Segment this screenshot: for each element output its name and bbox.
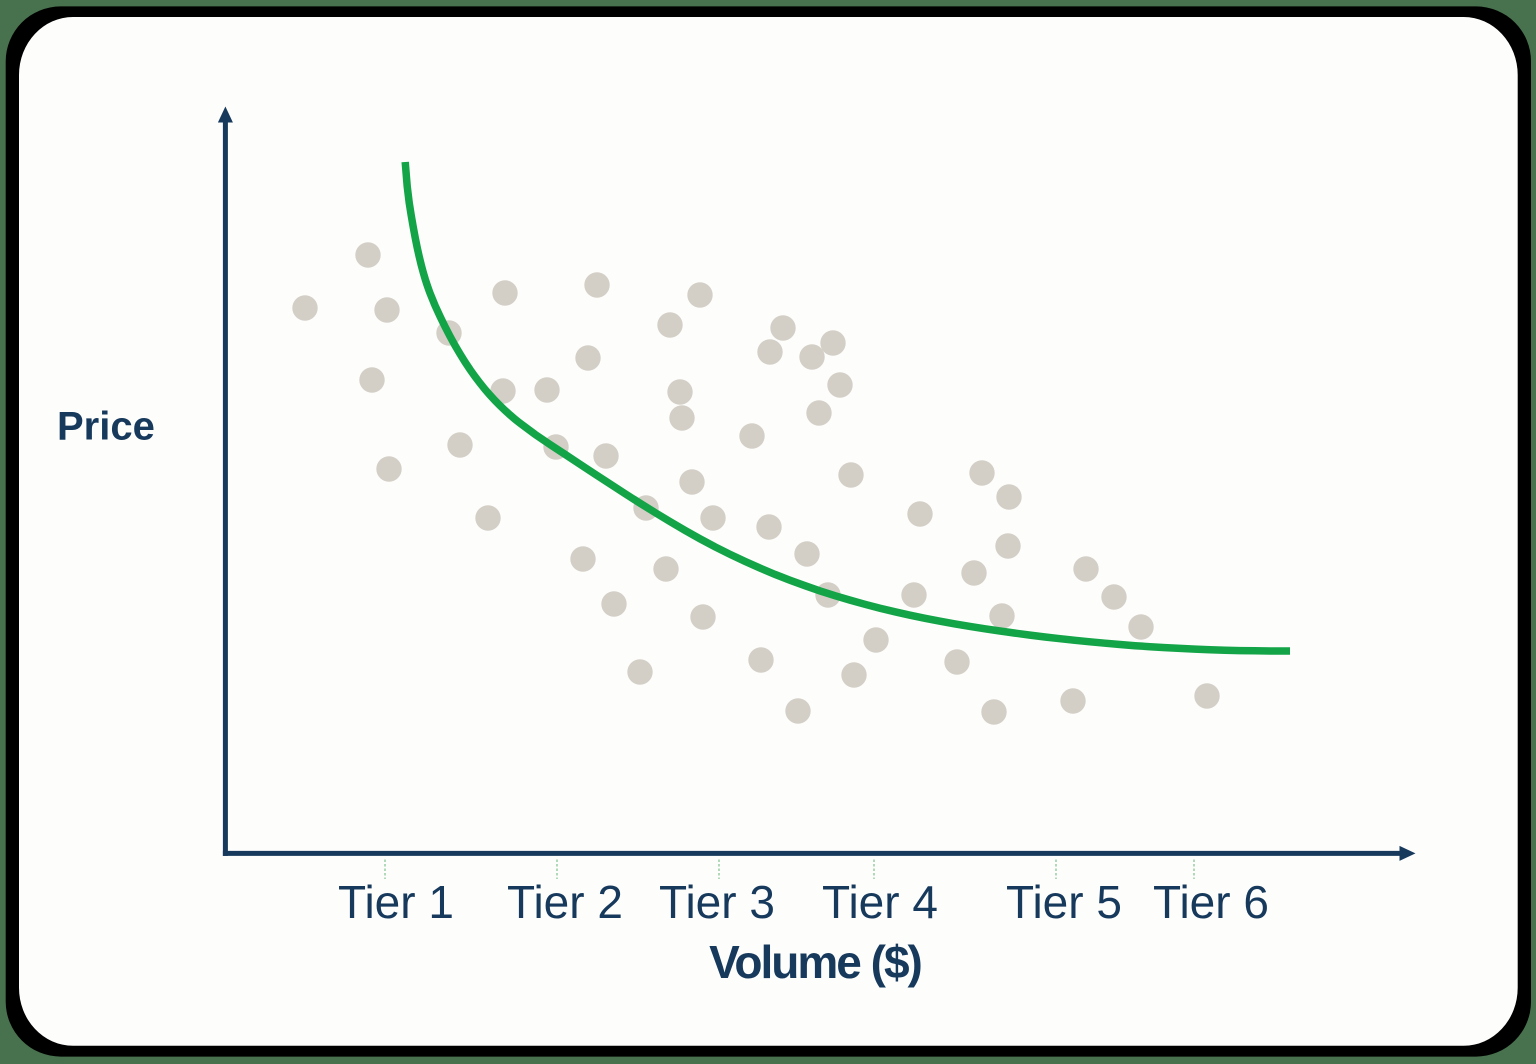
svg-text:Tier 2: Tier 2 bbox=[507, 876, 623, 928]
svg-text:Price: Price bbox=[57, 405, 155, 449]
svg-text:Tier 6: Tier 6 bbox=[1153, 876, 1269, 928]
svg-text:Volume ($): Volume ($) bbox=[709, 936, 921, 988]
svg-text:Tier 4: Tier 4 bbox=[822, 876, 938, 928]
svg-text:Tier 1: Tier 1 bbox=[338, 876, 454, 928]
svg-text:Tier 5: Tier 5 bbox=[1006, 876, 1122, 928]
svg-text:Tier 3: Tier 3 bbox=[659, 876, 775, 928]
